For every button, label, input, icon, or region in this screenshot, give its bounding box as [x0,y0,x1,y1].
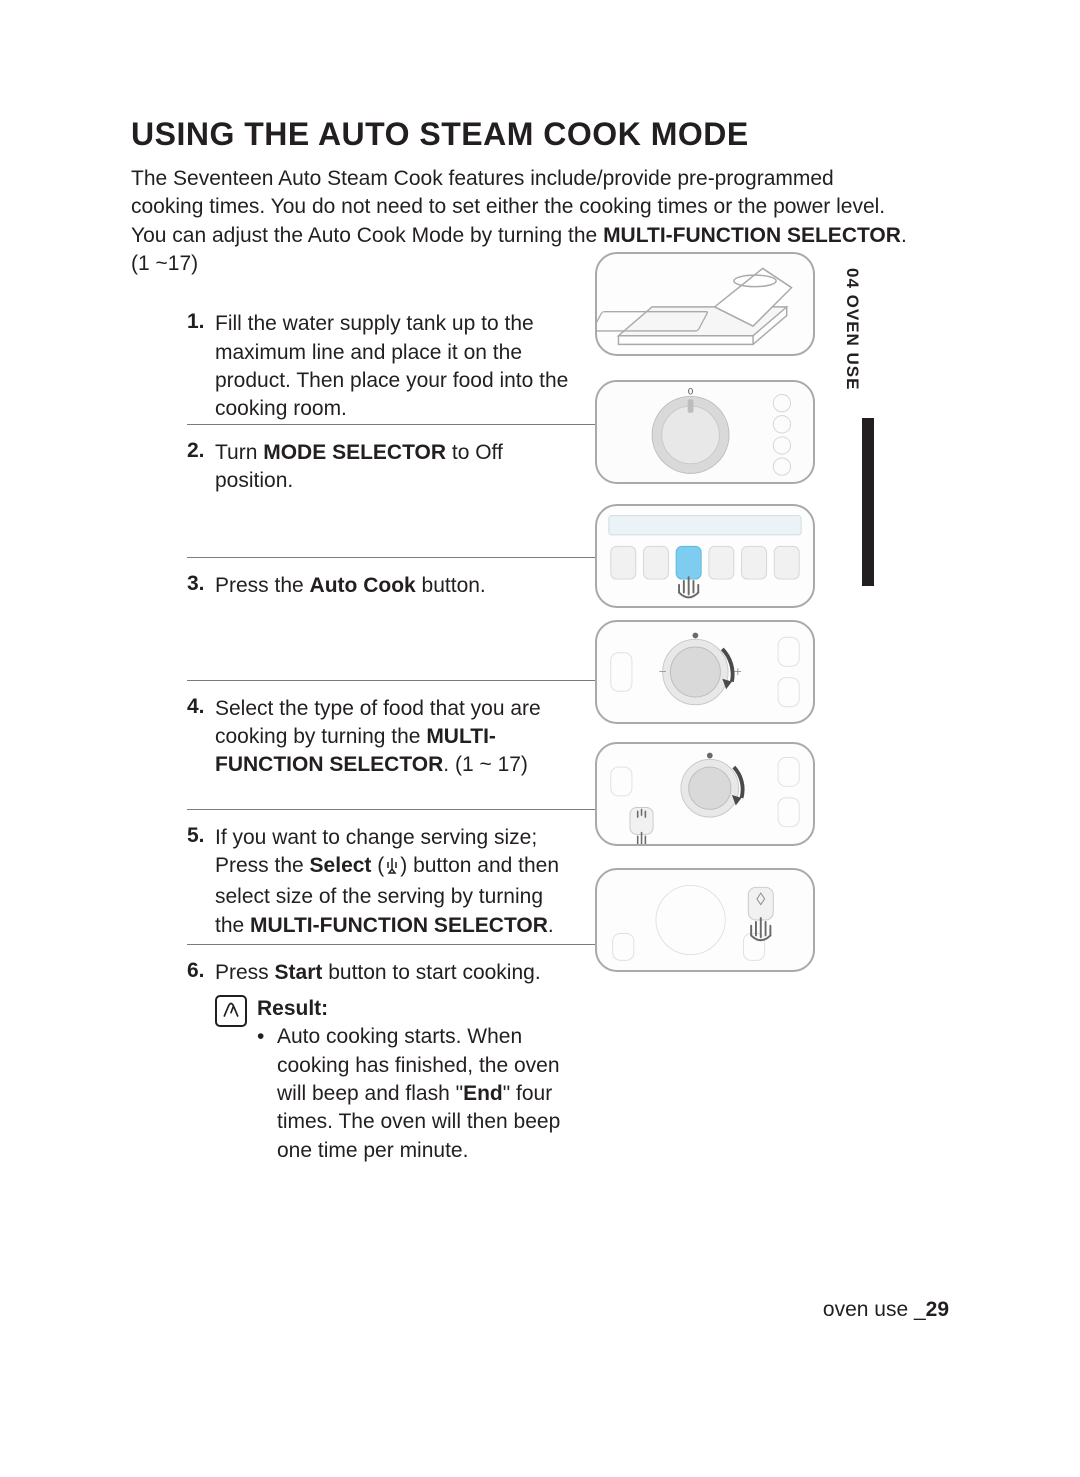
note-icon [215,995,247,1027]
section-tab: 04 OVEN USE [842,268,862,391]
result-block: Result: Auto cooking starts. When cookin… [215,995,572,1165]
select-icon [384,855,400,883]
intro-bold: MULTI-FUNCTION SELECTOR [603,224,901,247]
figure-mode-selector: 0 [595,380,815,484]
figure-start-button [595,868,815,972]
step-body: Press Start button to start cooking. Res… [215,959,812,1165]
intro-line2a: You can adjust the Auto Cook Mode by tur… [131,224,603,247]
figure-auto-cook-button [595,504,815,608]
step-number: 2. [187,439,215,557]
section-tab-mark [862,418,874,586]
svg-text:0: 0 [688,387,693,398]
step-number: 1. [187,310,215,423]
svg-text:−: − [659,664,667,679]
step-6: 6. Press Start button to start cooking. … [187,944,812,1165]
result-text: Result: Auto cooking starts. When cookin… [257,995,572,1165]
intro-line1: The Seventeen Auto Steam Cook features i… [131,167,885,218]
step-number: 5. [187,824,215,944]
step-number: 4. [187,695,215,809]
page-footer: oven use _29 [823,1298,949,1322]
svg-text:+: + [734,664,742,679]
footer-page-number: 29 [926,1298,949,1321]
figure-select-button [595,742,815,846]
figure-multi-selector: − + [595,620,815,724]
footer-section: oven use _ [823,1298,926,1321]
step-number: 6. [187,959,215,1165]
page-title: USING THE AUTO STEAM COOK MODE [131,116,946,153]
step-number: 3. [187,572,215,680]
figure-water-tank [595,252,815,356]
